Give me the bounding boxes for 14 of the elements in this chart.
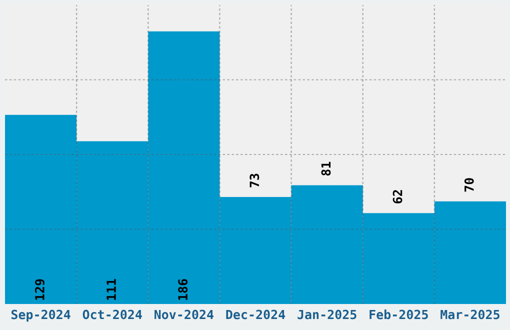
x-tick-label: Oct-2024 <box>82 310 142 320</box>
data-label: 111 <box>106 279 116 300</box>
data-label: 62 <box>392 190 402 204</box>
x-tick-label: Jan-2025 <box>298 310 356 320</box>
data-label: 81 <box>321 162 331 176</box>
x-tick-label: Nov-2024 <box>154 310 214 320</box>
data-label: 73 <box>250 174 260 188</box>
data-label: 186 <box>178 279 188 300</box>
data-label: 129 <box>34 279 44 300</box>
x-tick-label: Feb-2025 <box>370 310 428 320</box>
x-tick-label: Dec-2024 <box>226 310 286 320</box>
x-tick-label: Sep-2024 <box>11 310 70 322</box>
x-tick-label: Mar-2025 <box>440 310 500 320</box>
data-label: 70 <box>464 178 474 192</box>
